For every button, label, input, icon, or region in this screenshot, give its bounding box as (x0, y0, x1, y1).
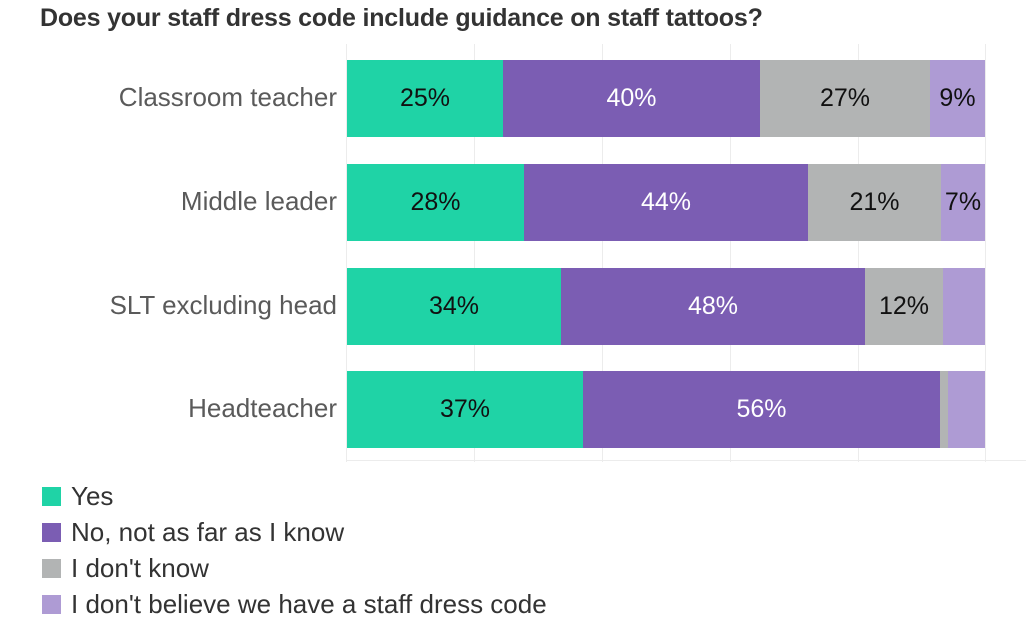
bar-segment-no-dress-code (943, 268, 985, 345)
legend: Yes No, not as far as I know I don't kno… (42, 478, 547, 622)
bar-row-headteacher: 37% 56% (347, 371, 985, 448)
legend-item-dont-know: I don't know (42, 550, 547, 586)
gridline (602, 44, 603, 462)
category-label: SLT excluding head (109, 290, 337, 320)
legend-item-yes: Yes (42, 478, 547, 514)
legend-label: No, not as far as I know (71, 516, 345, 547)
legend-item-no: No, not as far as I know (42, 514, 547, 550)
bar-segment-dont-know: 27% (760, 60, 930, 137)
gridline (858, 44, 859, 462)
bar-segment-no-dress-code: 9% (930, 60, 985, 137)
bar-segment-no: 40% (503, 60, 760, 137)
bar-segment-yes: 25% (347, 60, 503, 137)
bar-segment-yes: 37% (347, 371, 583, 448)
category-label: Headteacher (188, 393, 337, 423)
gridline (474, 44, 475, 462)
gridline (730, 44, 731, 462)
bar-segment-dont-know: 12% (865, 268, 943, 345)
legend-label: I don't believe we have a staff dress co… (71, 588, 547, 619)
bar-segment-dont-know (940, 371, 948, 448)
legend-swatch-icon (42, 594, 61, 614)
bar-row-slt-excluding-head: 34% 48% 12% (347, 268, 985, 345)
gridline (346, 44, 347, 462)
gridline (985, 44, 986, 462)
bar-segment-yes: 34% (347, 268, 561, 345)
bar-segment-yes: 28% (347, 164, 524, 241)
bar-row-middle-leader: 28% 44% 21% 7% (347, 164, 985, 241)
bar-segment-no: 56% (583, 371, 940, 448)
legend-label: I don't know (71, 552, 209, 583)
category-label: Classroom teacher (118, 82, 337, 112)
bar-row-classroom-teacher: 25% 40% 27% 9% (347, 60, 985, 137)
legend-swatch-icon (42, 486, 61, 506)
legend-label: Yes (71, 480, 114, 511)
category-label: Middle leader (180, 186, 337, 216)
legend-swatch-icon (42, 558, 61, 578)
x-axis-line (346, 460, 1026, 461)
legend-swatch-icon (42, 522, 61, 542)
chart-title: Does your staff dress code include guida… (40, 4, 763, 32)
bar-segment-dont-know: 21% (808, 164, 941, 241)
bar-segment-no-dress-code: 7% (941, 164, 985, 241)
bar-segment-no: 44% (524, 164, 808, 241)
bar-segment-no: 48% (561, 268, 865, 345)
legend-item-no-dress-code: I don't believe we have a staff dress co… (42, 586, 547, 622)
plot-area: 25% 40% 27% 9% 28% 44% 21% 7% 34% 48% 12… (346, 44, 1026, 462)
bar-segment-no-dress-code (948, 371, 985, 448)
